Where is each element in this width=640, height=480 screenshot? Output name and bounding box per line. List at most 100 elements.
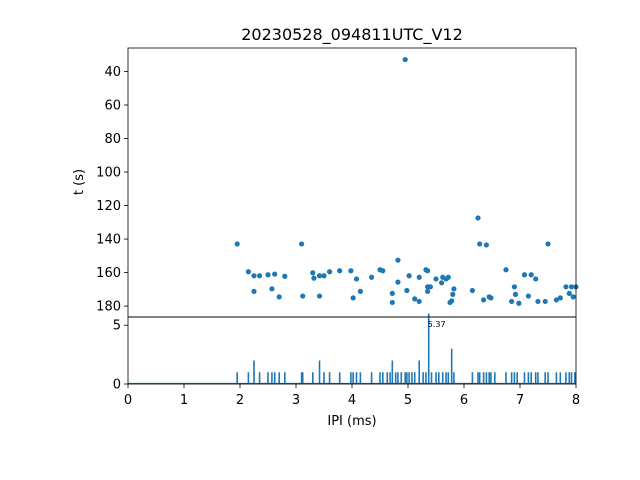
scatter-point (251, 273, 257, 279)
scatter-point (348, 268, 354, 274)
scatter-point (475, 215, 481, 221)
scatter-point (433, 276, 439, 282)
scatter-point (445, 274, 451, 280)
scatter-point (316, 293, 323, 299)
scatter-axes: 40 60 80 100 120 140 160 180 (96, 47, 579, 318)
chart-title: 20230528_094811UTC_V12 (241, 25, 463, 45)
histogram-x-tick-label: 1 (180, 393, 188, 408)
scatter-point (257, 273, 263, 279)
histogram-x-tick-label: 7 (516, 393, 524, 408)
scatter-y-tick-label: 100 (96, 166, 121, 181)
histogram-x-tick-label: 5 (404, 393, 412, 408)
scatter-point (234, 241, 240, 247)
scatter-point (357, 288, 363, 294)
scatter-point (337, 268, 343, 274)
histogram-ticks: 0 5 0 1 2 3 4 5 6 7 8 (113, 319, 580, 408)
scatter-point (327, 269, 333, 275)
scatter-point (503, 267, 509, 273)
scatter-point (395, 257, 401, 263)
scatter-point (511, 284, 517, 290)
histogram-y-tick-label: 5 (113, 319, 121, 334)
scatter-point (395, 279, 401, 285)
scatter-point (566, 290, 572, 296)
scatter-point (509, 298, 515, 305)
scatter-point (568, 284, 575, 290)
scatter-y-tick-label: 120 (96, 199, 121, 214)
histogram-x-tick-label: 4 (348, 393, 356, 408)
scatter-point (300, 293, 306, 299)
scatter-point (451, 286, 457, 292)
scatter-point (350, 295, 356, 301)
scatter-y-tick-label: 80 (104, 132, 121, 147)
scatter-y-tick-label: 140 (96, 233, 121, 248)
scatter-point (488, 295, 494, 301)
scatter-point (427, 284, 433, 290)
scatter-point (416, 274, 422, 280)
scatter-point (389, 290, 395, 296)
scatter-point (525, 293, 532, 299)
scatter-point (481, 297, 487, 303)
scatter-point (369, 274, 375, 280)
scatter-point (563, 284, 569, 290)
scatter-point (557, 295, 563, 301)
scatter-point (310, 270, 316, 276)
scatter-point (439, 280, 445, 286)
scatter-point (533, 276, 539, 282)
scatter-point (450, 291, 456, 297)
scatter-point (265, 272, 271, 278)
scatter-point (311, 275, 317, 281)
scatter-point (245, 269, 251, 275)
scatter-point (542, 298, 548, 305)
scatter-point (553, 297, 560, 303)
histogram-y-tick-label: 0 (113, 378, 121, 393)
scatter-point (469, 287, 475, 294)
scatter-point (483, 242, 489, 248)
histogram-x-tick-label: 3 (292, 393, 300, 408)
scatter-point (516, 300, 522, 306)
scatter-point (321, 273, 327, 279)
scatter-point (412, 296, 418, 302)
histogram-peak-label: 5.37 (428, 320, 446, 329)
scatter-point (316, 273, 323, 279)
scatter-point (251, 288, 257, 294)
scatter-point (389, 299, 395, 306)
histogram-axes: 0 5 0 1 2 3 4 5 6 7 8 5.37 (113, 313, 580, 408)
histogram-x-tick-label: 2 (236, 393, 244, 408)
scatter-point (535, 298, 541, 305)
scatter-point (402, 56, 408, 63)
scatter-y-tick-label: 160 (96, 266, 121, 281)
scatter-point (380, 268, 386, 274)
histogram-x-tick-label: 0 (124, 393, 132, 408)
scatter-points (234, 56, 579, 306)
scatter-point (570, 294, 576, 300)
scatter-point (353, 276, 360, 282)
scatter-point (404, 287, 410, 294)
scatter-point (512, 291, 519, 297)
scatter-point (449, 298, 455, 304)
scatter-y-axis-label: t (s) (72, 169, 87, 195)
scatter-point (406, 273, 412, 279)
scatter-point (416, 298, 422, 305)
scatter-y-tick-label: 60 (104, 98, 121, 113)
scatter-y-tick-label: 40 (104, 65, 121, 80)
scatter-point (477, 241, 483, 247)
scatter-point (425, 268, 431, 274)
scatter-point (425, 288, 431, 294)
scatter-point (521, 272, 528, 278)
scatter-point (545, 241, 551, 247)
scatter-point (282, 273, 288, 279)
histogram-x-tick-label: 8 (572, 393, 580, 408)
histogram-frame (127, 316, 577, 385)
scatter-y-ticks: 40 60 80 100 120 140 160 180 (96, 65, 128, 315)
scatter-point (272, 271, 278, 277)
scatter-point (269, 286, 275, 292)
histogram-x-tick-label: 6 (460, 393, 468, 408)
histogram-bars (128, 313, 576, 385)
scatter-point (276, 294, 282, 300)
scatter-frame (127, 47, 577, 318)
scatter-point (528, 272, 534, 278)
histogram-x-axis-label: IPI (ms) (327, 414, 376, 429)
scatter-y-tick-label: 180 (96, 300, 121, 315)
scatter-point (299, 241, 305, 247)
